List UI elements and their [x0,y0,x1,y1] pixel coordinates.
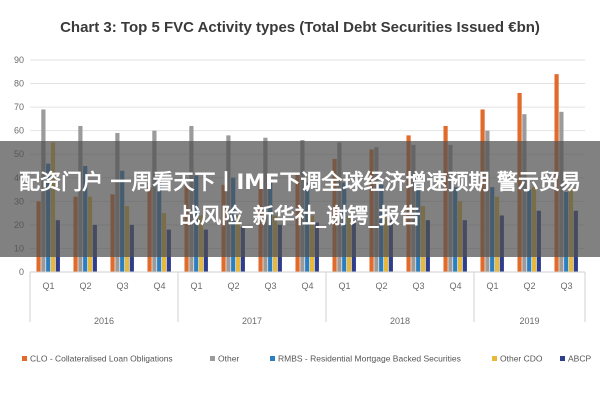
legend-entry-2: RMBS - Residential Mortgage Backed Secur… [278,354,461,364]
headline-overlay: 配资门户 一周看天下丨IMF下调全球经济增速预期 警示贸易战风险_新华社_谢锷_… [0,141,600,257]
x-tick-label: Q2 [523,281,535,291]
x-tick-label: Q4 [301,281,313,291]
x-tick-label: Q1 [338,281,350,291]
chart-legend: CLO - Collateralised Loan Obligations Oth… [22,354,591,364]
x-tick-label: Q2 [227,281,239,291]
x-tick-label: Q2 [79,281,91,291]
year-label-2017: 2017 [242,316,262,326]
legend-swatch-4 [560,356,565,361]
x-tick-label: Q3 [560,281,572,291]
year-label-2016: 2016 [94,316,114,326]
y-tick-label: 90 [14,55,24,65]
legend-swatch-1 [210,356,215,361]
x-tick-label: Q2 [375,281,387,291]
y-tick-label: 60 [14,126,24,136]
chart-title: Chart 3: Top 5 FVC Activity types (Total… [60,19,540,36]
y-tick-label: 0 [19,267,24,277]
legend-entry-3: Other CDO [500,354,543,364]
x-tick-label: Q3 [264,281,276,291]
x-tick-label: Q1 [42,281,54,291]
x-tick-label: Q3 [412,281,424,291]
x-tick-label: Q4 [153,281,165,291]
y-tick-label: 70 [14,102,24,112]
x-tick-label: Q1 [190,281,202,291]
legend-entry-1: Other [218,354,239,364]
x-axis: Q1 Q2 Q3 Q4 Q1 Q2 Q3 Q4 Q1 Q2 Q3 Q4 Q1 Q2 Q3 2016 2017 20… [29,271,586,326]
y-tick-label: 80 [14,79,24,89]
x-tick-label: Q4 [449,281,461,291]
legend-entry-0: CLO - Collateralised Loan Obligations [30,354,173,364]
x-tick-label: Q3 [116,281,128,291]
year-label-2019: 2019 [519,316,539,326]
legend-swatch-2 [270,356,275,361]
legend-swatch-3 [492,356,497,361]
headline-overlay-text: 配资门户 一周看天下丨IMF下调全球经济增速预期 警示贸易战风险_新华社_谢锷_… [19,170,581,228]
legend-swatch-0 [22,356,27,361]
year-label-2018: 2018 [390,316,410,326]
legend-entry-4: ABCP [568,354,591,364]
x-tick-label: Q1 [486,281,498,291]
